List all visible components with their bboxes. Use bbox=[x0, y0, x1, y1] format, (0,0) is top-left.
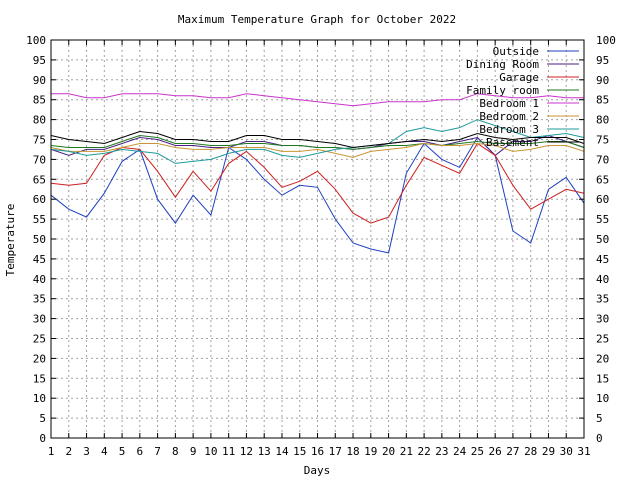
x-tick-label: 19 bbox=[364, 445, 377, 458]
legend-label: Garage bbox=[499, 71, 539, 84]
y-tick-label-right: 15 bbox=[596, 372, 609, 385]
y-tick-label-left: 35 bbox=[33, 293, 46, 306]
y-tick-label-right: 0 bbox=[596, 432, 603, 445]
x-tick-label: 24 bbox=[453, 445, 467, 458]
y-tick-label-left: 0 bbox=[39, 432, 46, 445]
x-tick-label: 15 bbox=[293, 445, 306, 458]
y-tick-label-left: 55 bbox=[33, 213, 46, 226]
x-tick-label: 25 bbox=[471, 445, 484, 458]
y-tick-label-left: 75 bbox=[33, 134, 46, 147]
x-tick-label: 16 bbox=[311, 445, 324, 458]
series-line-garage bbox=[50, 142, 585, 224]
y-tick-label-right: 20 bbox=[596, 352, 609, 365]
y-tick-label-right: 70 bbox=[596, 153, 609, 166]
y-tick-label-left: 100 bbox=[26, 34, 46, 47]
x-tick-label: 11 bbox=[222, 445, 235, 458]
x-tick-label: 1 bbox=[48, 445, 55, 458]
y-tick-label-right: 45 bbox=[596, 253, 609, 266]
y-tick-label-right: 10 bbox=[596, 392, 609, 405]
y-tick-label-right: 35 bbox=[596, 293, 609, 306]
series-line-family-room bbox=[50, 134, 585, 150]
x-tick-label: 5 bbox=[119, 445, 126, 458]
series-line-bedroom-2 bbox=[50, 142, 585, 158]
x-tick-label: 6 bbox=[137, 445, 144, 458]
y-axis-label: Temperature bbox=[4, 204, 17, 277]
x-tick-label: 18 bbox=[346, 445, 359, 458]
x-tick-label: 8 bbox=[172, 445, 179, 458]
y-tick-label-left: 20 bbox=[33, 352, 46, 365]
series-line-basement bbox=[50, 130, 585, 149]
x-tick-label: 28 bbox=[524, 445, 537, 458]
y-tick-label-right: 25 bbox=[596, 333, 609, 346]
y-tick-label-right: 85 bbox=[596, 94, 609, 107]
chart-title: Maximum Temperature Graph for October 20… bbox=[178, 13, 456, 26]
x-tick-label: 17 bbox=[329, 445, 342, 458]
y-tick-label-right: 30 bbox=[596, 313, 609, 326]
legend-label: Basement bbox=[486, 136, 539, 149]
y-tick-label-left: 40 bbox=[33, 273, 46, 286]
y-tick-label-right: 55 bbox=[596, 213, 609, 226]
y-tick-label-left: 60 bbox=[33, 193, 46, 206]
series-line-bedroom-3 bbox=[50, 119, 585, 164]
y-tick-label-right: 60 bbox=[596, 193, 609, 206]
legend-label: Bedroom 1 bbox=[479, 97, 539, 110]
y-tick-label-right: 90 bbox=[596, 74, 609, 87]
x-tick-label: 9 bbox=[190, 445, 197, 458]
legend-label: Family room bbox=[466, 84, 539, 97]
y-tick-label-left: 30 bbox=[33, 313, 46, 326]
y-tick-label-left: 95 bbox=[33, 54, 46, 67]
x-tick-label: 2 bbox=[65, 445, 72, 458]
x-tick-label: 30 bbox=[560, 445, 573, 458]
y-tick-label-left: 10 bbox=[33, 392, 46, 405]
x-tick-label: 3 bbox=[83, 445, 90, 458]
grid bbox=[51, 40, 584, 438]
y-tick-label-right: 40 bbox=[596, 273, 609, 286]
y-tick-label-right: 5 bbox=[596, 412, 603, 425]
y-tick-label-left: 45 bbox=[33, 253, 46, 266]
y-tick-label-left: 5 bbox=[39, 412, 46, 425]
x-tick-label: 27 bbox=[506, 445, 519, 458]
x-axis-label: Days bbox=[304, 464, 331, 477]
series-line-bedroom-1 bbox=[51, 93, 584, 107]
y-tick-label-left: 65 bbox=[33, 173, 46, 186]
x-tick-label: 12 bbox=[240, 445, 253, 458]
x-tick-label: 7 bbox=[154, 445, 161, 458]
series-layer bbox=[50, 93, 585, 254]
x-tick-label: 21 bbox=[400, 445, 413, 458]
y-tick-label-right: 80 bbox=[596, 114, 609, 127]
legend-label: Bedroom 3 bbox=[479, 123, 539, 136]
x-tick-label: 26 bbox=[489, 445, 502, 458]
y-tick-label-left: 50 bbox=[33, 233, 46, 246]
y-tick-label-left: 70 bbox=[33, 153, 46, 166]
y-tick-label-left: 80 bbox=[33, 114, 46, 127]
x-tick-label: 10 bbox=[204, 445, 217, 458]
legend-label: Dining Room bbox=[466, 58, 539, 71]
y-tick-label-right: 65 bbox=[596, 173, 609, 186]
legend-label: Bedroom 2 bbox=[479, 110, 539, 123]
x-tick-label: 13 bbox=[258, 445, 271, 458]
y-tick-label-left: 25 bbox=[33, 333, 46, 346]
y-tick-label-left: 15 bbox=[33, 372, 46, 385]
y-tick-label-left: 85 bbox=[33, 94, 46, 107]
y-tick-label-right: 75 bbox=[596, 134, 609, 147]
x-tick-label: 29 bbox=[542, 445, 555, 458]
y-tick-label-left: 90 bbox=[33, 74, 46, 87]
y-tick-label-right: 50 bbox=[596, 233, 609, 246]
y-tick-label-right: 100 bbox=[596, 34, 616, 47]
x-tick-label: 14 bbox=[275, 445, 289, 458]
legend-label: Outside bbox=[493, 45, 539, 58]
y-tick-label-right: 95 bbox=[596, 54, 609, 67]
x-tick-label: 20 bbox=[382, 445, 395, 458]
x-tick-label: 31 bbox=[577, 445, 590, 458]
x-tick-label: 23 bbox=[435, 445, 448, 458]
x-tick-label: 4 bbox=[101, 445, 108, 458]
x-tick-label: 22 bbox=[417, 445, 430, 458]
